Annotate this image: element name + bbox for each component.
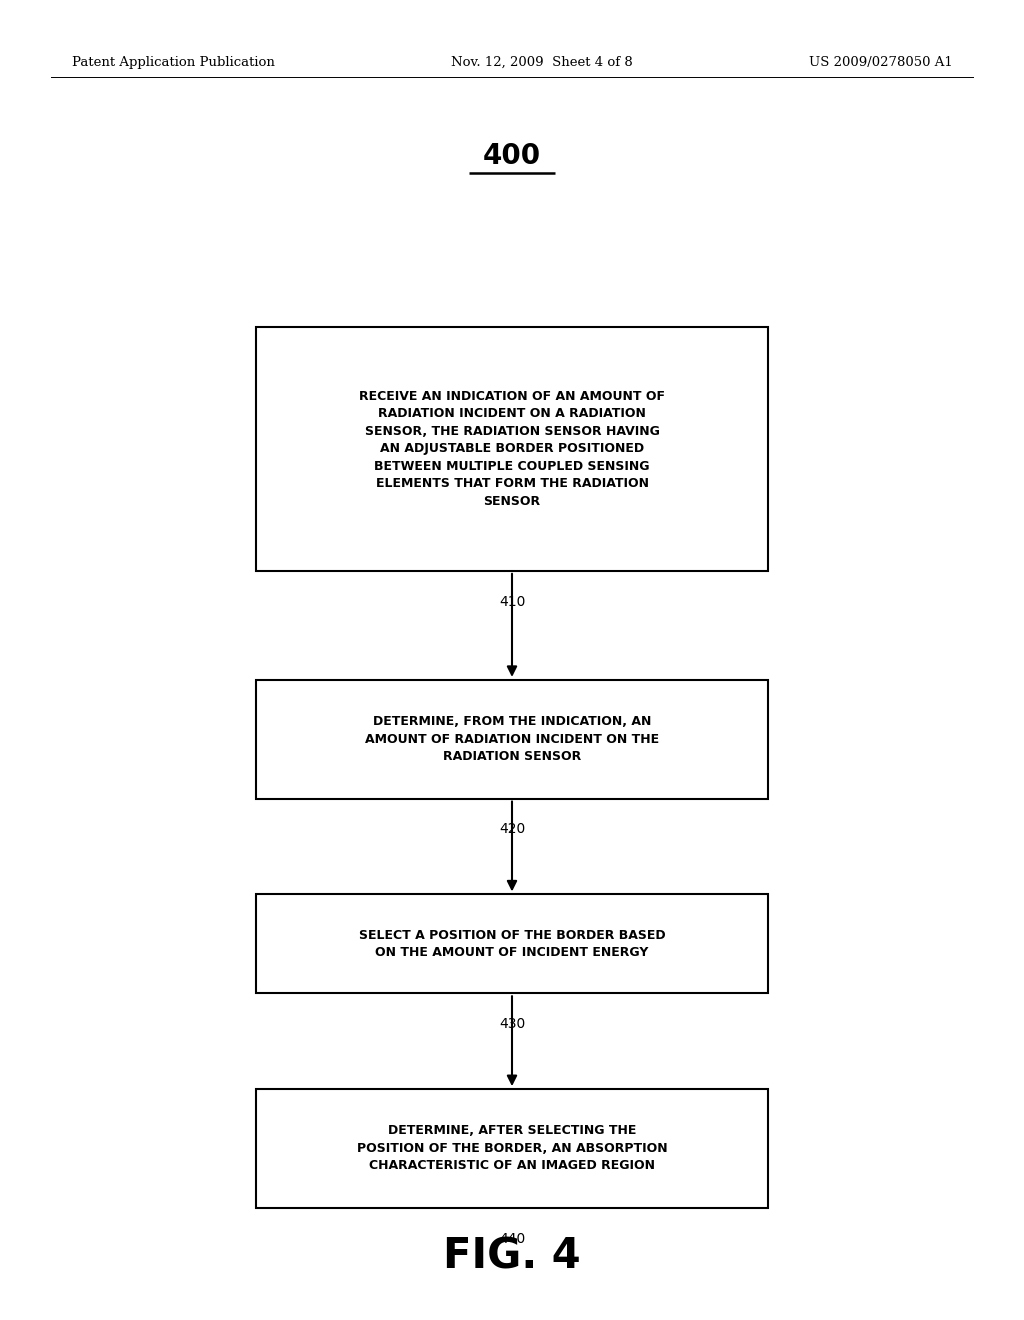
Text: US 2009/0278050 A1: US 2009/0278050 A1 xyxy=(809,55,952,69)
FancyBboxPatch shape xyxy=(256,895,768,993)
Text: 410: 410 xyxy=(499,594,525,609)
Text: 400: 400 xyxy=(483,141,541,170)
Text: SELECT A POSITION OF THE BORDER BASED
ON THE AMOUNT OF INCIDENT ENERGY: SELECT A POSITION OF THE BORDER BASED ON… xyxy=(358,928,666,960)
Text: DETERMINE, AFTER SELECTING THE
POSITION OF THE BORDER, AN ABSORPTION
CHARACTERIS: DETERMINE, AFTER SELECTING THE POSITION … xyxy=(356,1125,668,1172)
Text: 420: 420 xyxy=(499,822,525,837)
Text: FIG. 4: FIG. 4 xyxy=(443,1236,581,1278)
FancyBboxPatch shape xyxy=(256,680,768,799)
Text: 430: 430 xyxy=(499,1016,525,1031)
Text: Patent Application Publication: Patent Application Publication xyxy=(72,55,274,69)
FancyBboxPatch shape xyxy=(256,327,768,570)
Text: Nov. 12, 2009  Sheet 4 of 8: Nov. 12, 2009 Sheet 4 of 8 xyxy=(451,55,632,69)
FancyBboxPatch shape xyxy=(256,1089,768,1208)
Text: RECEIVE AN INDICATION OF AN AMOUNT OF
RADIATION INCIDENT ON A RADIATION
SENSOR, : RECEIVE AN INDICATION OF AN AMOUNT OF RA… xyxy=(359,389,665,508)
Text: 440: 440 xyxy=(499,1232,525,1246)
Text: DETERMINE, FROM THE INDICATION, AN
AMOUNT OF RADIATION INCIDENT ON THE
RADIATION: DETERMINE, FROM THE INDICATION, AN AMOUN… xyxy=(365,715,659,763)
